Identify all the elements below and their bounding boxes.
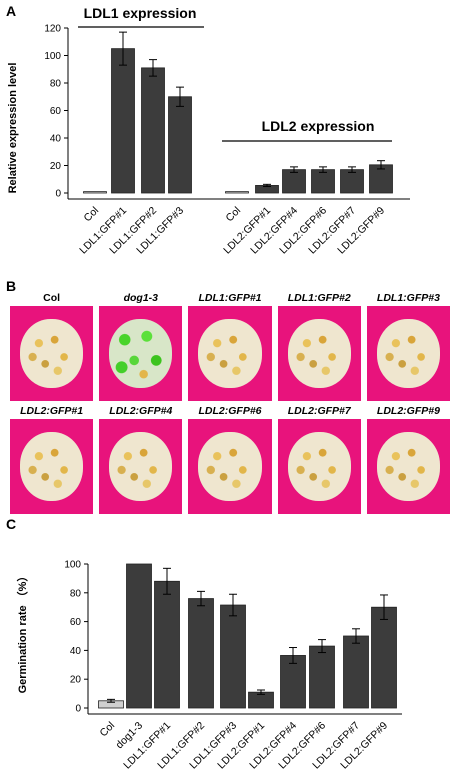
seed-cluster (198, 319, 262, 388)
y-tick-label: 100 (44, 51, 61, 62)
photo-label: LDL2:GFP#7 (287, 405, 351, 417)
seed-plate-photo (10, 306, 94, 401)
bar (340, 169, 364, 194)
photo-cell: LDL1:GFP#3 (366, 290, 451, 401)
seed-cluster (287, 319, 351, 388)
bar (141, 67, 165, 194)
photo-cell: LDL1:GFP#1 (188, 290, 272, 401)
photo-cell: LDL2:GFP#6 (188, 403, 272, 514)
category-label: Col (223, 205, 243, 225)
bar (111, 48, 135, 194)
germination-chart: C Germination rate （%） 020406080100Coldo… (6, 516, 402, 770)
y-tick-label: 80 (70, 588, 82, 599)
seed-cluster (109, 432, 173, 501)
seed-plate-photo (277, 306, 361, 401)
y-axis-label: Germination rate （%） (16, 571, 29, 694)
photo-label: LDL1:GFP#3 (376, 292, 440, 304)
photo-cell: LDL2:GFP#4 (99, 403, 183, 514)
seed-plate-photo (366, 419, 451, 514)
y-tick-label: 80 (50, 79, 62, 90)
seed-plate-photo (277, 419, 361, 514)
y-tick-label: 60 (50, 106, 62, 117)
y-tick-label: 120 (44, 24, 61, 35)
seed-plate-photo (366, 306, 451, 401)
seed-cluster (376, 432, 441, 501)
seed-plate-photo (188, 306, 272, 401)
photo-cell: LDL1:GFP#2 (277, 290, 361, 401)
expression-chart: A Relative expression level 0 20 40 60 80 100… (6, 3, 410, 256)
photo-label: Col (43, 292, 61, 304)
photo-row-2: LDL2:GFP#1 LDL2:GFP#4 LDL2:GFP#6 LDL2:GFP#7… (10, 403, 451, 514)
category-label: Col (97, 720, 117, 740)
bar (220, 604, 246, 709)
y-tick-label: 40 (50, 134, 62, 145)
bar (282, 169, 306, 194)
seed-cluster (376, 319, 441, 388)
seed-cluster (19, 432, 84, 501)
seed-plate-photo (99, 419, 183, 514)
category-label: Col (81, 205, 101, 225)
seed-cluster (19, 319, 84, 388)
bar (168, 96, 192, 194)
y-tick-label: 0 (75, 704, 81, 715)
photo-row-1: Col dog1-3 LDL1:GFP#1 LDL1:GFP#2 LDL1:GFP#3 (10, 290, 451, 401)
y-tick-label: 100 (64, 560, 81, 571)
bar (126, 563, 152, 709)
seed-plate-photo (188, 419, 272, 514)
seed-plate-photo (10, 419, 94, 514)
seed-cluster (109, 319, 173, 388)
panel-c-letter: C (6, 516, 16, 532)
photo-cell: LDL2:GFP#7 (277, 403, 361, 514)
photo-label: LDL2:GFP#1 (20, 405, 84, 417)
bar (309, 645, 335, 709)
bar (83, 191, 107, 194)
photo-label: LDL1:GFP#2 (287, 292, 351, 304)
seed-plate-photo (99, 306, 183, 401)
photo-cell: dog1-3 (99, 290, 183, 401)
seed-cluster (198, 432, 262, 501)
bar (371, 606, 397, 709)
photo-label: LDL1:GFP#1 (198, 292, 262, 304)
photo-cell: LDL2:GFP#1 (10, 403, 94, 514)
y-tick-label: 20 (70, 675, 82, 686)
group-label: LDL2 expression (262, 118, 375, 134)
bar (343, 635, 369, 709)
bar (280, 655, 306, 709)
y-tick-label: 40 (70, 646, 82, 657)
bar (225, 191, 249, 194)
y-tick-label: 20 (50, 161, 62, 172)
group-label: LDL1 expression (84, 5, 197, 21)
bar (188, 598, 214, 709)
seed-cluster (287, 432, 351, 501)
panel-a-letter: A (6, 3, 16, 19)
photo-label: dog1-3 (123, 292, 159, 304)
y-axis-label: Relative expression level (7, 63, 19, 194)
bar (154, 580, 180, 709)
y-tick-label: 60 (70, 617, 82, 628)
photo-label: LDL2:GFP#4 (109, 405, 173, 417)
photo-label: LDL2:GFP#6 (198, 405, 262, 417)
photo-label: LDL2:GFP#9 (376, 405, 440, 417)
y-tick-label: 0 (55, 189, 61, 200)
panel-b-letter: B (6, 278, 17, 294)
bar (311, 169, 335, 194)
photo-cell: LDL2:GFP#9 (366, 403, 451, 514)
photo-cell: Col (10, 290, 94, 401)
